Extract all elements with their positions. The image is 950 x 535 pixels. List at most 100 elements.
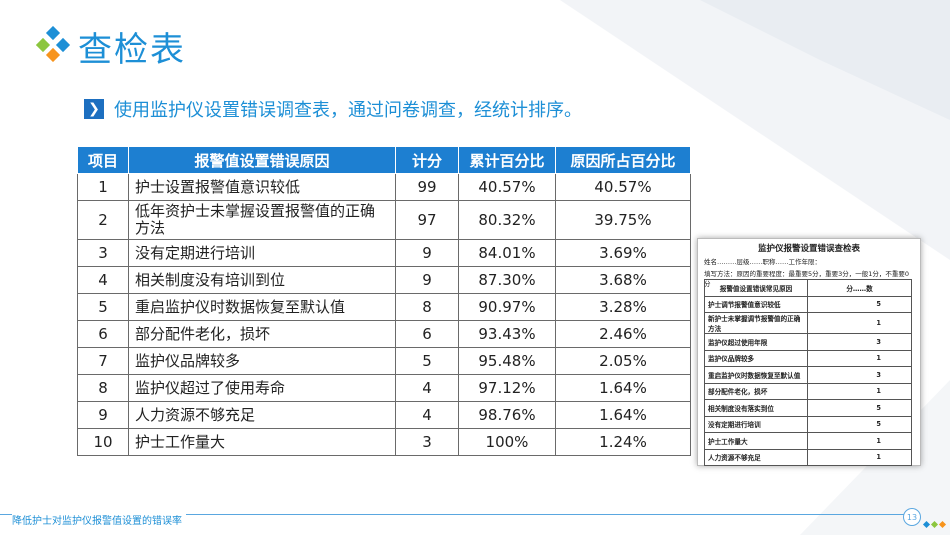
form-reason-cell: 监护仪品牌较多 xyxy=(704,349,808,367)
score-cell: 3 xyxy=(395,428,459,456)
reason-cell: 相关制度没有培训到位 xyxy=(128,266,396,294)
footer-divider xyxy=(0,514,910,515)
table-row: 5 重启监护仪时数据恢复至默认值 8 90.97% 3.28% xyxy=(77,293,691,321)
score-cell: 8 xyxy=(395,293,459,321)
percent-cell: 1.64% xyxy=(555,401,691,429)
column-header: 累计百分比 xyxy=(458,146,556,174)
form-score-cell: 1 xyxy=(807,432,912,450)
subtitle: ❯ 使用监护仪设置错误调查表，通过问卷调查，经统计排序。 xyxy=(84,96,582,122)
percent-cell: 2.46% xyxy=(555,320,691,348)
form-reason-cell: 相关制度没有落实到位 xyxy=(704,399,808,417)
reason-cell: 没有定期进行培训 xyxy=(128,239,396,267)
item-cell: 4 xyxy=(77,266,129,294)
score-cell: 97 xyxy=(395,200,459,240)
form-score-cell: 3 xyxy=(807,333,912,351)
table-row: 7 监护仪品牌较多 5 95.48% 2.05% xyxy=(77,347,691,375)
dot-icon xyxy=(930,520,939,529)
form-score-cell: 5 xyxy=(807,415,912,433)
form-reason-cell: 护士调节报警值意识较低 xyxy=(704,295,808,313)
form-row: 护士工作量大 1 xyxy=(704,432,912,450)
reason-cell: 监护仪超过了使用寿命 xyxy=(128,374,396,402)
score-cell: 4 xyxy=(395,401,459,429)
page-number: 13 xyxy=(903,508,921,526)
form-header-cell: 报警值设置错误常见原因 xyxy=(704,279,808,297)
form-row: 监护仪超过使用年限 3 xyxy=(704,333,912,351)
column-header: 报警值设置错误原因 xyxy=(128,146,396,174)
form-reason-cell: 重启监护仪时数据恢复至默认值 xyxy=(704,366,808,384)
cumulative-cell: 97.12% xyxy=(458,374,556,402)
reason-cell: 监护仪品牌较多 xyxy=(128,347,396,375)
form-reason-cell: 护士工作量大 xyxy=(704,432,808,450)
percent-cell: 3.68% xyxy=(555,266,691,294)
cumulative-cell: 40.57% xyxy=(458,173,556,201)
score-cell: 99 xyxy=(395,173,459,201)
reason-table: 项目 报警值设置错误原因 计分 累计百分比 原因所占百分比 1 护士设置报警值意识… xyxy=(77,146,691,456)
item-cell: 3 xyxy=(77,239,129,267)
cumulative-cell: 93.43% xyxy=(458,320,556,348)
column-header: 计分 xyxy=(395,146,459,174)
score-cell: 9 xyxy=(395,266,459,294)
form-row: 护士调节报警值意识较低 5 xyxy=(704,295,912,313)
cumulative-cell: 100% xyxy=(458,428,556,456)
item-cell: 1 xyxy=(77,173,129,201)
item-cell: 2 xyxy=(77,200,129,240)
item-cell: 7 xyxy=(77,347,129,375)
score-cell: 6 xyxy=(395,320,459,348)
percent-cell: 3.28% xyxy=(555,293,691,321)
form-row: 相关制度没有落实到位 5 xyxy=(704,399,912,417)
form-score-cell: 5 xyxy=(807,399,912,417)
form-row: 人力资源不够充足 1 xyxy=(704,448,912,466)
table-row: 6 部分配件老化，损坏 6 93.43% 2.46% xyxy=(77,320,691,348)
table-row: 10 护士工作量大 3 100% 1.24% xyxy=(77,428,691,456)
column-header: 原因所占百分比 xyxy=(555,146,691,174)
percent-cell: 39.75% xyxy=(555,200,691,240)
cumulative-cell: 84.01% xyxy=(458,239,556,267)
cumulative-cell: 90.97% xyxy=(458,293,556,321)
item-cell: 10 xyxy=(77,428,129,456)
form-row: 监护仪品牌较多 1 xyxy=(704,349,912,367)
logo-icon xyxy=(36,26,71,62)
table-row: 3 没有定期进行培训 9 84.01% 3.69% xyxy=(77,239,691,267)
form-row: 重启监护仪时数据恢复至默认值 3 xyxy=(704,366,912,384)
form-score-cell: 1 xyxy=(807,448,912,466)
dot-icon xyxy=(938,520,947,529)
form-row: 部分配件老化，损坏 1 xyxy=(704,382,912,400)
reason-cell: 人力资源不够充足 xyxy=(128,401,396,429)
score-cell: 5 xyxy=(395,347,459,375)
form-row: 没有定期进行培训 5 xyxy=(704,415,912,433)
table-row: 8 监护仪超过了使用寿命 4 97.12% 1.64% xyxy=(77,374,691,402)
reason-cell: 重启监护仪时数据恢复至默认值 xyxy=(128,293,396,321)
cumulative-cell: 98.76% xyxy=(458,401,556,429)
table-row: 4 相关制度没有培训到位 9 87.30% 3.68% xyxy=(77,266,691,294)
form-score-cell: 3 xyxy=(807,366,912,384)
checklist-form-image: 监护仪报警设置错误查检表 姓名………层级……职称……工作年限： 填写方法：原因的… xyxy=(697,238,921,466)
item-cell: 5 xyxy=(77,293,129,321)
footer-text: 降低护士对监护仪报警值设置的错误率 xyxy=(12,512,186,527)
reason-cell: 护士工作量大 xyxy=(128,428,396,456)
cumulative-cell: 80.32% xyxy=(458,200,556,240)
percent-cell: 2.05% xyxy=(555,347,691,375)
footer-dots xyxy=(922,512,948,531)
form-header-cell: 分……数 xyxy=(807,279,912,297)
form-reason-cell: 人力资源不够充足 xyxy=(704,448,808,466)
form-header-row: 报警值设置错误常见原因 分……数 xyxy=(704,279,912,297)
form-row: 新护士未掌握调节报警值的正确方法 1 xyxy=(704,312,912,334)
form-table: 报警值设置错误常见原因 分……数 护士调节报警值意识较低 5 新护士未掌握调节报警值… xyxy=(704,279,912,466)
form-score-cell: 1 xyxy=(807,382,912,400)
form-reason-cell: 监护仪超过使用年限 xyxy=(704,333,808,351)
percent-cell: 1.24% xyxy=(555,428,691,456)
cumulative-cell: 95.48% xyxy=(458,347,556,375)
table-row: 1 护士设置报警值意识较低 99 40.57% 40.57% xyxy=(77,173,691,201)
percent-cell: 1.64% xyxy=(555,374,691,402)
item-cell: 6 xyxy=(77,320,129,348)
form-score-cell: 5 xyxy=(807,295,912,313)
form-title: 监护仪报警设置错误查检表 xyxy=(757,244,860,254)
subtitle-text: 使用监护仪设置错误调查表，通过问卷调查，经统计排序。 xyxy=(114,100,582,121)
percent-cell: 3.69% xyxy=(555,239,691,267)
reason-cell: 部分配件老化，损坏 xyxy=(128,320,396,348)
form-meta: 姓名………层级……职称……工作年限： xyxy=(704,258,821,266)
form-reason-cell: 没有定期进行培训 xyxy=(704,415,808,433)
column-header: 项目 xyxy=(77,146,129,174)
table-row: 2 低年资护士未掌握设置报警值的正确方法 97 80.32% 39.75% xyxy=(77,200,691,240)
percent-cell: 40.57% xyxy=(555,173,691,201)
